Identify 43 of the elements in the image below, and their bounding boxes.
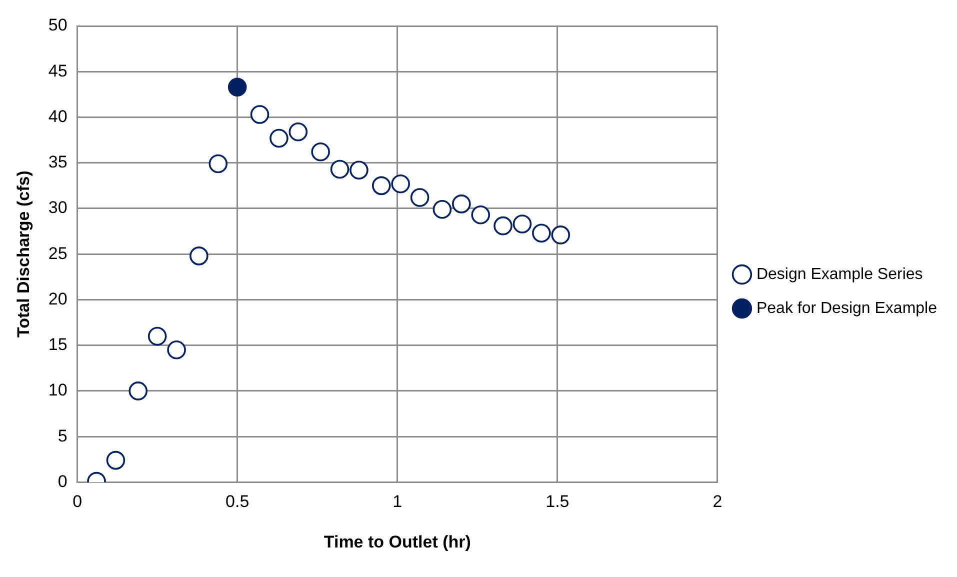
y-tick-label: 45	[48, 61, 68, 80]
point	[432, 200, 452, 219]
y-axis-title: Total Discharge (cfs)	[14, 170, 33, 338]
y-tick-label: 20	[48, 289, 68, 308]
point	[106, 450, 126, 470]
point	[270, 128, 288, 148]
x-tick-label: 2	[712, 492, 722, 512]
point	[208, 154, 228, 174]
point	[228, 78, 247, 97]
point	[494, 216, 512, 236]
x-tick-label: 1	[392, 492, 402, 512]
legend-label: Design Example Series	[756, 266, 923, 283]
point	[167, 340, 186, 360]
point	[391, 174, 410, 194]
point	[128, 382, 148, 400]
point	[512, 214, 532, 234]
x-tick-label: 0.5	[226, 492, 250, 512]
y-tick-label: 40	[48, 106, 68, 126]
point	[471, 205, 490, 224]
legend-label: Peak for Design Example	[756, 300, 938, 317]
point	[372, 176, 391, 196]
y-tick-label: 25	[48, 244, 68, 263]
point	[350, 160, 368, 180]
point	[250, 105, 270, 124]
y-tick-label: 10	[48, 380, 68, 400]
point	[410, 188, 430, 207]
x-tick-label: 0	[72, 492, 82, 512]
point	[532, 224, 551, 243]
point	[288, 122, 308, 142]
point	[452, 194, 471, 214]
x-tick-label: 1.5	[546, 492, 570, 512]
y-tick-label: 0	[58, 472, 68, 491]
point	[330, 160, 350, 179]
y-tick-label: 35	[48, 152, 68, 172]
x-axis-title: Time to Outlet (hr)	[324, 532, 471, 552]
y-tick-label: 30	[48, 198, 68, 218]
point	[311, 142, 330, 162]
point	[148, 326, 167, 346]
y-tick-label: 5	[58, 426, 68, 446]
y-tick-label: 50	[48, 16, 68, 35]
y-tick-label: 15	[48, 335, 68, 354]
point	[190, 246, 208, 266]
point	[551, 226, 570, 244]
